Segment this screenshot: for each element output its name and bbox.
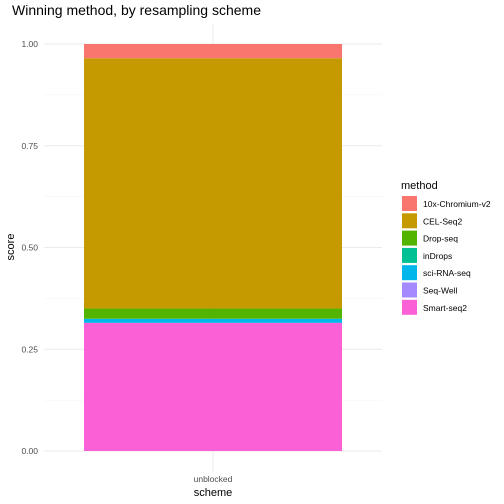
legend-label-cel-seq2: CEL-Seq2 — [423, 216, 462, 226]
y-tick-label: 1.00 — [21, 39, 38, 49]
legend-label-smart-seq2: Smart-seq2 — [423, 303, 467, 313]
chart-title: Winning method, by resampling scheme — [12, 2, 261, 18]
legend: method 10x-Chromium-v2 CEL-Seq2 Drop-seq in… — [401, 180, 491, 315]
y-axis-label: score — [5, 234, 17, 261]
legend-label-10x-chromium-v2: 10x-Chromium-v2 — [423, 199, 491, 209]
legend-label-drop-seq: Drop-seq — [423, 234, 458, 244]
legend-key-cel-seq2 — [402, 213, 417, 229]
legend-key-indrops — [402, 247, 417, 263]
legend-title: method — [401, 180, 438, 192]
x-axis-label: scheme — [194, 487, 233, 499]
y-tick-label: 0.25 — [21, 344, 38, 354]
legend-key-drop-seq — [402, 230, 417, 246]
bar-segment-smart-seq2 — [84, 322, 342, 451]
bar-segment-drop-seq — [84, 308, 342, 319]
plot-panel — [44, 24, 382, 472]
y-axis-ticks: 0.00 0.25 0.50 0.75 1.00 — [21, 39, 38, 456]
bar-segment-cel-seq2 — [84, 58, 342, 309]
bar-segment-sci-rna-seq — [84, 318, 342, 323]
legend-label-indrops: inDrops — [423, 251, 452, 261]
legend-label-sci-rna-seq: sci-RNA-seq — [423, 268, 471, 278]
legend-key-seq-well — [402, 282, 417, 298]
legend-key-10x-chromium-v2 — [402, 196, 417, 211]
y-tick-label: 0.50 — [21, 243, 38, 253]
bar-segment-10x-chromium-v2 — [84, 44, 342, 59]
legend-label-seq-well: Seq-Well — [423, 286, 457, 296]
bar-stack — [84, 44, 342, 451]
y-tick-label: 0.75 — [21, 141, 38, 151]
x-axis-ticks: unblocked — [194, 474, 233, 484]
x-tick-label: unblocked — [194, 474, 233, 484]
y-tick-label: 0.00 — [21, 446, 38, 456]
legend-key-smart-seq2 — [402, 299, 417, 315]
legend-key-sci-rna-seq — [402, 265, 417, 281]
